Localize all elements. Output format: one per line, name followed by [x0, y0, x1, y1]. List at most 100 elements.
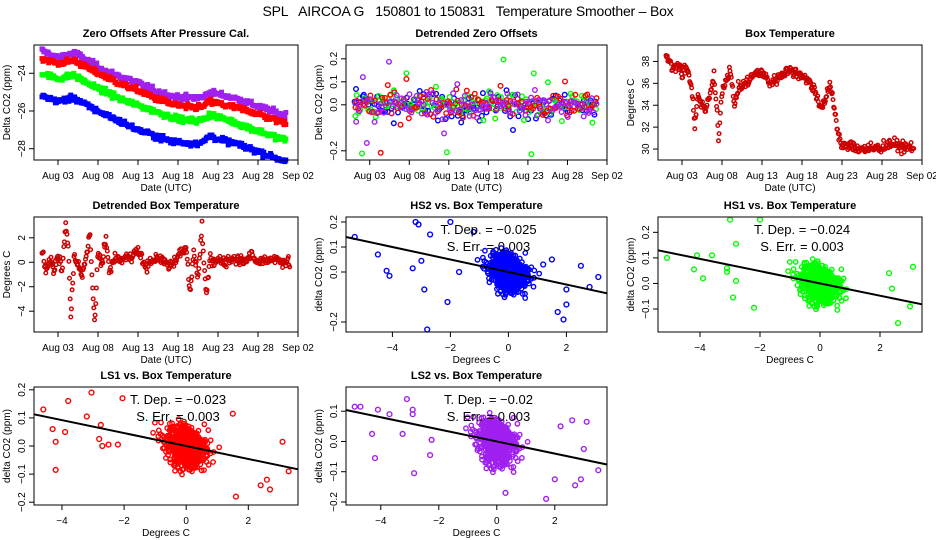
- data-point: [106, 112, 112, 117]
- x-tick-label: Aug 18: [786, 171, 818, 182]
- data-point: [459, 114, 466, 121]
- data-point: [119, 395, 126, 402]
- data-point: [397, 121, 404, 128]
- data-point: [785, 268, 791, 275]
- data-point: [418, 257, 425, 264]
- panel-title: Box Temperature: [745, 28, 835, 40]
- data-point: [129, 98, 135, 104]
- data-point: [261, 149, 267, 155]
- data-point: [177, 119, 183, 125]
- data-point: [203, 290, 209, 296]
- data-point: [790, 266, 797, 272]
- fit-line: [657, 249, 923, 306]
- data-point: [668, 61, 674, 67]
- data-point: [531, 102, 538, 109]
- data-point: [782, 73, 788, 79]
- data-point: [409, 265, 416, 272]
- data-point: [824, 94, 830, 100]
- data-point: [808, 79, 814, 85]
- y-tick-label: −0.1: [641, 299, 652, 319]
- data-point: [692, 126, 698, 132]
- data-point: [712, 90, 718, 96]
- data-point: [888, 285, 896, 292]
- chart-zero-offsets: Zero Offsets After Pressure Cal.Date (UT…: [2, 28, 314, 194]
- data-point: [112, 250, 118, 256]
- x-tick-label: 0: [506, 343, 512, 354]
- y-tick-label: 0.0: [641, 276, 652, 290]
- data-point: [367, 92, 374, 99]
- data-point: [61, 428, 69, 436]
- data-point: [91, 317, 97, 323]
- data-point: [75, 261, 81, 267]
- data-point: [514, 91, 521, 98]
- data-point: [444, 101, 451, 108]
- data-point: [522, 112, 529, 119]
- data-point: [94, 267, 100, 273]
- data-point: [719, 91, 725, 97]
- data-point: [536, 270, 543, 277]
- data-point: [812, 84, 818, 90]
- data-point: [105, 254, 111, 260]
- data-point: [93, 285, 99, 291]
- data-point: [162, 455, 169, 461]
- data-point: [107, 265, 113, 271]
- data-point: [66, 258, 72, 264]
- series-ls1: [39, 56, 289, 128]
- data-point: [68, 92, 74, 98]
- x-tick-label: −4: [387, 343, 399, 354]
- data-point: [868, 140, 874, 146]
- data-point: [181, 96, 187, 102]
- x-tick-label: Sep 02: [591, 171, 623, 182]
- data-point: [270, 105, 276, 111]
- data-point: [99, 442, 106, 450]
- data-point: [201, 95, 207, 101]
- y-tick-label: 0.0: [329, 97, 340, 111]
- data-point: [794, 282, 801, 289]
- data-point: [894, 137, 900, 143]
- data-point: [472, 441, 478, 448]
- data-point: [200, 248, 206, 254]
- data-point: [108, 89, 114, 95]
- data-point: [433, 90, 440, 97]
- data-point: [726, 216, 734, 223]
- y-axis-label: delta CO2 (ppm): [626, 238, 637, 312]
- data-point: [76, 60, 82, 65]
- data-point: [418, 110, 425, 117]
- data-point: [505, 103, 512, 110]
- data-point: [689, 85, 695, 91]
- data-point: [97, 421, 104, 429]
- data-point: [378, 104, 385, 111]
- data-point: [102, 85, 108, 91]
- x-tick-label: 0: [817, 343, 823, 354]
- data-point: [40, 406, 47, 413]
- data-point: [386, 58, 393, 65]
- y-tick-label: 0.2: [641, 225, 652, 239]
- data-point: [911, 145, 917, 151]
- data-point: [90, 296, 96, 302]
- x-tick-label: −2: [754, 343, 766, 354]
- annotation-serr: S. Err. = 0.003: [760, 239, 843, 254]
- data-point: [562, 78, 569, 85]
- data-point: [353, 85, 360, 92]
- data-point: [678, 66, 684, 72]
- data-point: [894, 320, 902, 327]
- data-point: [195, 427, 202, 434]
- data-point: [353, 92, 360, 99]
- data-point: [88, 259, 94, 265]
- data-point: [534, 112, 541, 119]
- data-point: [482, 99, 489, 106]
- x-axis-label: Date (UTC): [764, 183, 815, 194]
- data-point: [93, 67, 99, 73]
- x-tick-label: −2: [445, 343, 457, 354]
- data-point: [150, 429, 157, 436]
- annotation-tdep: T. Dep. = −0.024: [754, 222, 850, 237]
- data-point: [537, 105, 544, 112]
- x-tick-label: Aug 13: [746, 171, 778, 182]
- x-tick-label: Aug 08: [82, 343, 114, 354]
- data-point: [60, 265, 66, 271]
- data-point: [835, 126, 841, 132]
- data-point: [257, 482, 264, 489]
- y-tick-label: −4: [17, 305, 28, 317]
- data-point: [557, 103, 564, 110]
- data-point: [145, 82, 151, 87]
